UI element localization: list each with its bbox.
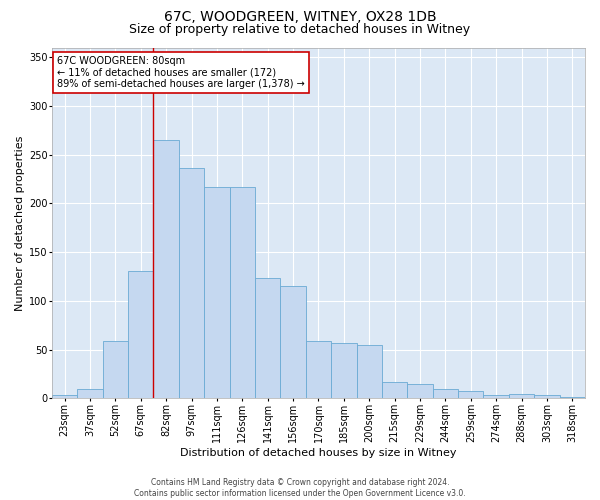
Bar (407, 384, 433, 398)
Bar (179, 168, 204, 398)
Bar (306, 341, 331, 398)
Bar (382, 382, 407, 398)
Bar (534, 396, 560, 398)
Text: Size of property relative to detached houses in Witney: Size of property relative to detached ho… (130, 22, 470, 36)
X-axis label: Distribution of detached houses by size in Witney: Distribution of detached houses by size … (180, 448, 457, 458)
Bar (230, 187, 255, 398)
Text: 67C, WOODGREEN, WITNEY, OX28 1DB: 67C, WOODGREEN, WITNEY, OX28 1DB (164, 10, 436, 24)
Text: 67C WOODGREEN: 80sqm
← 11% of detached houses are smaller (172)
89% of semi-deta: 67C WOODGREEN: 80sqm ← 11% of detached h… (57, 56, 305, 90)
Bar (433, 388, 458, 398)
Bar (331, 343, 356, 398)
Bar (255, 278, 280, 398)
Bar (280, 286, 306, 399)
Bar (204, 187, 230, 398)
Bar (458, 390, 484, 398)
Bar (52, 396, 77, 398)
Bar (154, 140, 179, 398)
Bar (509, 394, 534, 398)
Y-axis label: Number of detached properties: Number of detached properties (15, 136, 25, 310)
Text: Contains HM Land Registry data © Crown copyright and database right 2024.
Contai: Contains HM Land Registry data © Crown c… (134, 478, 466, 498)
Bar (356, 345, 382, 399)
Bar (77, 388, 103, 398)
Bar (128, 270, 154, 398)
Bar (484, 396, 509, 398)
Bar (103, 341, 128, 398)
